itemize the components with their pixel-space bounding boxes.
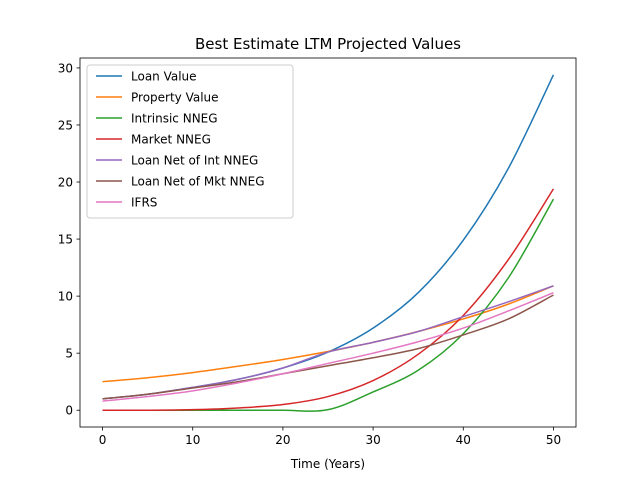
legend-label: Intrinsic NNEG (131, 112, 218, 126)
legend-label: Property Value (131, 91, 219, 105)
legend: Loan Value Property Value Intrinsic NNEG Ma… (86, 64, 294, 219)
legend-label: IFRS (131, 196, 157, 210)
legend-label: Loan Net of Int NNEG (131, 154, 258, 168)
legend-label: Loan Value (131, 70, 197, 84)
x-tick-label: 0 (99, 433, 107, 447)
series-line-7 (102, 292, 554, 402)
x-tick-label: 30 (365, 433, 380, 447)
y-tick-label: 25 (58, 118, 73, 132)
axes-frame (79, 57, 577, 428)
legend-box (86, 64, 294, 219)
x-tick-label: 20 (275, 433, 290, 447)
series-line-6 (102, 294, 554, 400)
y-tick-label: 20 (58, 176, 73, 190)
legend-label: Market NNEG (131, 133, 211, 147)
series-line-3 (102, 198, 555, 412)
plot-area: 0 10 20 30 40 50 0 5 10 15 20 25 30 (58, 57, 577, 447)
legend-label: Loan Net of Mkt NNEG (131, 175, 265, 189)
chart-title: Best Estimate LTM Projected Values (195, 35, 461, 53)
x-axis-label: Time (Years) (290, 457, 365, 471)
y-tick-label: 10 (58, 290, 73, 304)
x-tick-label: 10 (185, 433, 200, 447)
x-tick-label: 50 (546, 433, 561, 447)
y-tick-label: 30 (58, 61, 73, 75)
x-tick-label: 40 (456, 433, 471, 447)
series-line-4 (102, 188, 555, 412)
y-tick-label: 15 (58, 233, 73, 247)
y-tick-label: 5 (65, 347, 73, 361)
series-line-5 (102, 285, 554, 400)
y-tick-label: 0 (65, 404, 73, 418)
series-line-2 (102, 285, 554, 383)
